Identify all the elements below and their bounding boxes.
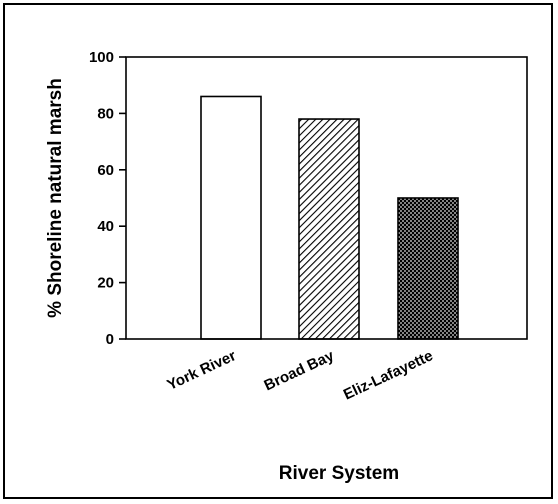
x-category-label: Broad Bay xyxy=(262,347,338,394)
bar-york-river xyxy=(200,95,262,340)
bar-chart: 0 20 40 60 80 100 York River Broad Bay Eliz-Lafa… xyxy=(45,49,528,484)
y-tick-label: 80 xyxy=(97,105,114,122)
plot-area: 0 20 40 60 80 100 York River Broad Bay Eliz-Lafa… xyxy=(89,49,528,403)
x-category-label: York River xyxy=(164,347,238,394)
y-axis-title: % Shoreline natural marsh xyxy=(45,78,66,318)
y-tick-label: 100 xyxy=(89,49,114,66)
y-tick-label: 60 xyxy=(97,162,114,179)
bar-broad-bay xyxy=(298,118,360,340)
y-tick-label: 40 xyxy=(97,218,114,235)
y-tick-label: 0 xyxy=(106,331,114,348)
chart-frame: 0 20 40 60 80 100 York River Broad Bay Eliz-Lafa… xyxy=(3,3,553,499)
bar-eliz-lafayette xyxy=(397,197,459,340)
x-category-label: Eliz-Lafayette xyxy=(341,347,436,403)
y-tick-label: 20 xyxy=(97,275,114,292)
x-axis-title: River System xyxy=(279,463,399,484)
plot-border xyxy=(125,56,528,340)
